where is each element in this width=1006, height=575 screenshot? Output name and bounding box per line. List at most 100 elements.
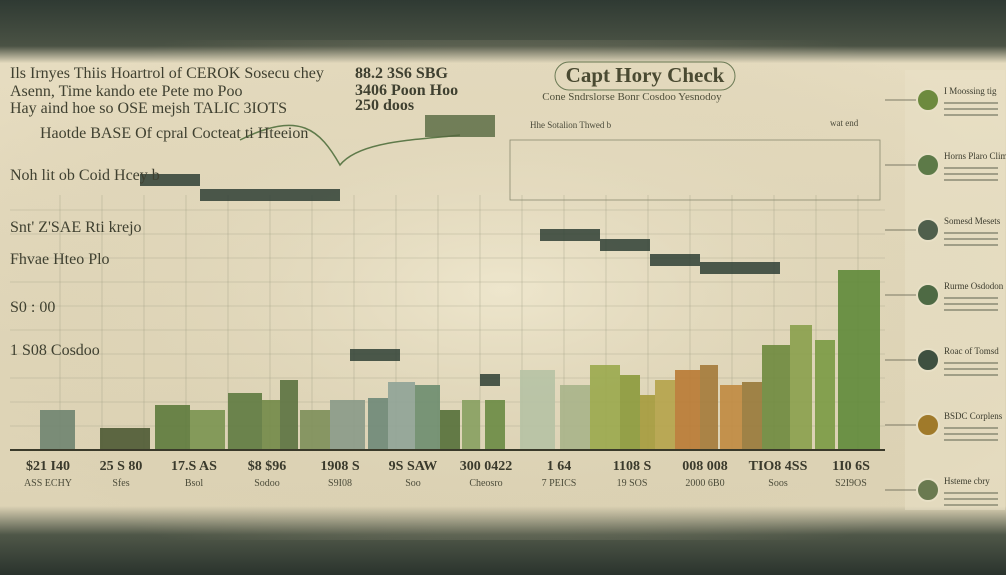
legend-icon xyxy=(916,88,940,112)
x-label: 9S SAW xyxy=(389,459,438,474)
step-segment xyxy=(600,239,650,251)
x-label-note: ASS ECHY xyxy=(24,478,72,489)
decor-bar xyxy=(485,400,505,450)
annotation: Hhe Sotalion Thwed b xyxy=(530,120,612,130)
top-number: 88.2 3S6 SBG xyxy=(355,65,448,82)
legend-label: BSDC Corplens xyxy=(944,411,1003,421)
step-segment xyxy=(480,374,500,386)
x-label-note: S9I08 xyxy=(328,478,352,489)
decor-bar xyxy=(330,400,365,450)
decor-bar xyxy=(415,385,440,450)
annotation-curve xyxy=(239,124,461,167)
x-label-note: Bsol xyxy=(185,478,204,489)
x-label-note: Soo xyxy=(405,478,421,489)
left-note: Asenn, Time kando ete Pete mo Poo xyxy=(10,83,242,100)
decor-bar xyxy=(388,382,415,450)
decor-bar xyxy=(815,340,835,450)
decor-bar xyxy=(655,380,675,450)
x-label-note: 19 SOS xyxy=(617,478,648,489)
step-segment xyxy=(650,254,700,266)
legend-label: Roac of Tomsd xyxy=(944,346,999,356)
legend-icon xyxy=(916,218,940,242)
decor-bar xyxy=(300,410,330,450)
step-segment xyxy=(350,349,400,361)
decor-bar xyxy=(838,270,880,450)
legend-label: Horns Plaro Clima ffie xyxy=(944,151,1006,161)
decor-bar xyxy=(280,380,298,450)
chart-frame xyxy=(509,139,881,201)
decor-bar xyxy=(762,345,790,450)
decor-bar xyxy=(190,410,225,450)
x-label-note: Soos xyxy=(768,478,788,489)
x-label: 1 64 xyxy=(547,459,572,474)
step-segment xyxy=(200,189,340,201)
decor-bar xyxy=(620,375,640,450)
x-label-note: Sodoo xyxy=(254,478,280,489)
decor-bar xyxy=(368,398,388,450)
decor-bar xyxy=(790,325,812,450)
decor-bar xyxy=(640,395,655,450)
decor-bar xyxy=(440,410,460,450)
x-label-note: 2000 6B0 xyxy=(685,478,724,489)
x-label: 300 0422 xyxy=(460,459,513,474)
left-note: Fhvae Hteo Plo xyxy=(10,251,110,268)
x-label: $21 I40 xyxy=(26,459,70,474)
corner-note: wat end xyxy=(830,118,859,128)
legend-label: Somesd Mesets xyxy=(944,216,1001,226)
title: Capt Hory Check xyxy=(566,63,725,87)
x-label: $8 $96 xyxy=(248,459,287,474)
decor-bar xyxy=(100,428,150,450)
legend-icon xyxy=(916,153,940,177)
left-note: Ils Irnyes Thiis Hoartrol of CEROK Sosec… xyxy=(10,65,324,82)
x-label: 1908 S xyxy=(320,459,360,474)
x-label: 1108 S xyxy=(613,459,652,474)
step-segment xyxy=(700,262,780,274)
x-label: 008 008 xyxy=(682,459,728,474)
x-label-note: Sfes xyxy=(112,478,129,489)
legend: I Moossing tig Horns Plaro Clima ffie Some… xyxy=(885,86,1006,506)
decor-bar xyxy=(700,365,718,450)
decor-bar xyxy=(155,405,190,450)
left-note: Snt' Z'SAE Rti krejo xyxy=(10,219,142,236)
legend-icon xyxy=(916,348,940,372)
top-number: 250 doos xyxy=(355,97,414,114)
title-frame xyxy=(554,61,736,91)
legend-icon xyxy=(916,478,940,502)
texts: Ils Irnyes Thiis Hoartrol of CEROK Sosec… xyxy=(10,65,870,489)
subtitle: Cone Sndrslorse Bonr Cosdoo Yesnodoy xyxy=(542,91,722,103)
decor-bar xyxy=(590,365,620,450)
top-number: 3406 Poon Hoo xyxy=(355,82,458,99)
left-note: 1 S08 Cosdoo xyxy=(10,342,100,359)
step-segment xyxy=(140,174,200,186)
decor-bar xyxy=(560,385,590,450)
left-note: Hay aind hoe so OSE mejsh TALIC 3IOTS xyxy=(10,100,287,117)
legend-label: Hsteme cbry xyxy=(944,476,990,486)
x-label: TIO8 4SS xyxy=(749,459,808,474)
decor-bar xyxy=(720,385,742,450)
building-icon xyxy=(425,115,495,137)
decor-bar xyxy=(675,370,700,450)
legend-icon xyxy=(916,283,940,307)
left-note: Noh lit ob Coid Hcey b xyxy=(10,167,160,184)
decor-bar xyxy=(228,393,262,450)
bar-illustration xyxy=(40,270,880,450)
x-label-note: 7 PEICS xyxy=(542,478,577,489)
step-segment xyxy=(540,229,600,241)
left-note: S0 : 00 xyxy=(10,299,55,316)
decor-bar xyxy=(742,382,762,450)
x-label: 1I0 6S xyxy=(832,459,870,474)
x-label: 25 S 80 xyxy=(100,459,143,474)
legend-label: Rurme Osdodon xyxy=(944,281,1004,291)
left-note: Haotde BASE Of cpral Cocteat ti Hteeion xyxy=(40,125,308,142)
legend-icon xyxy=(916,413,940,437)
decor-bar xyxy=(40,410,75,450)
x-label-note: S2I9OS xyxy=(835,478,867,489)
decor-bar xyxy=(520,370,555,450)
legend-label: I Moossing tig xyxy=(944,86,997,96)
decor-bar xyxy=(462,400,480,450)
decor-bar xyxy=(262,400,280,450)
x-label: 17.S AS xyxy=(171,459,217,474)
x-label-note: Cheosro xyxy=(469,478,502,489)
step-line xyxy=(140,174,780,386)
